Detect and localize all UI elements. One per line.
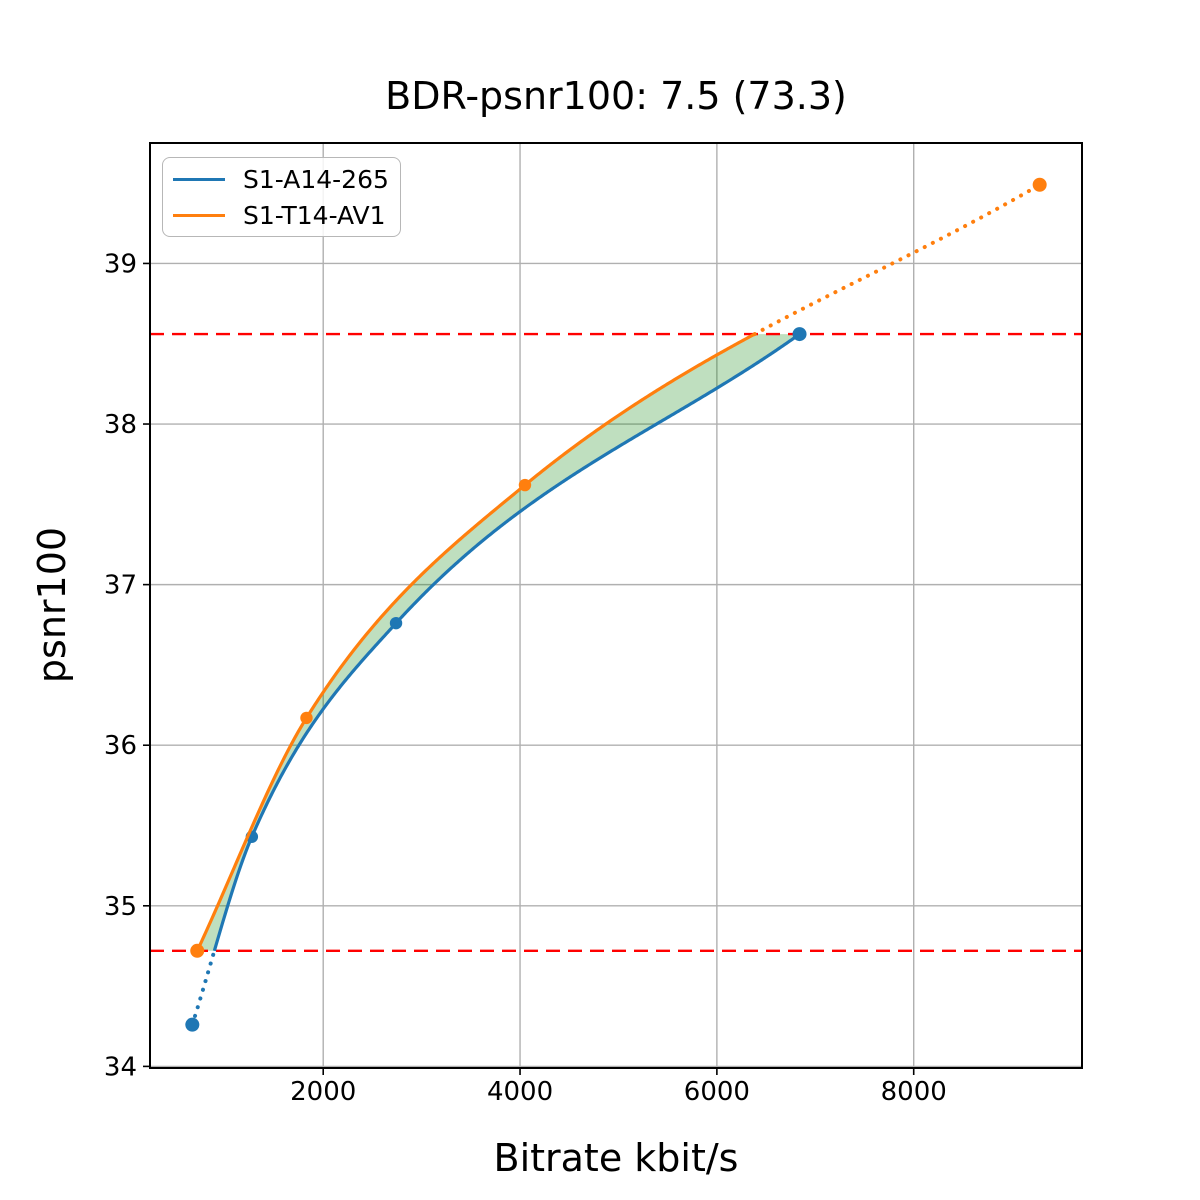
fill-between bbox=[197, 334, 800, 951]
axis-ticks bbox=[143, 262, 915, 1075]
legend-line-sample-orange bbox=[173, 213, 225, 217]
x-tick-label: 8000 bbox=[881, 1077, 947, 1107]
legend-label: S1-T14-AV1 bbox=[243, 200, 386, 230]
x-tick-label: 2000 bbox=[290, 1077, 356, 1107]
data-point bbox=[300, 711, 313, 725]
tick-labels: 2000 4000 6000 8000 34 35 36 37 38 39 bbox=[104, 249, 947, 1107]
data-point bbox=[792, 327, 807, 342]
legend-line-sample-blue bbox=[173, 177, 225, 181]
data-point bbox=[1032, 177, 1047, 192]
y-tick-label: 34 bbox=[104, 1052, 137, 1082]
y-tick-label: 36 bbox=[104, 731, 137, 761]
series-S1-A14-265 bbox=[185, 327, 807, 1032]
legend-item: S1-A14-265 bbox=[173, 162, 390, 196]
x-axis-label: Bitrate kbit/s bbox=[493, 1136, 739, 1180]
red-dashed-lines bbox=[150, 332, 1082, 952]
x-tick-label: 6000 bbox=[684, 1077, 750, 1107]
legend-label: S1-A14-265 bbox=[243, 164, 389, 194]
x-tick-label: 4000 bbox=[487, 1077, 553, 1107]
data-point bbox=[518, 478, 532, 492]
data-point bbox=[389, 616, 403, 630]
plot-frame bbox=[149, 142, 1083, 1069]
legend: S1-A14-265 S1-T14-AV1 bbox=[162, 157, 401, 237]
series-S1-T14-AV1 bbox=[190, 177, 1047, 958]
y-tick-label: 39 bbox=[104, 249, 137, 279]
y-tick-label: 37 bbox=[104, 571, 137, 601]
data-point bbox=[185, 1017, 200, 1032]
data-point bbox=[190, 943, 205, 958]
grid bbox=[150, 143, 1082, 1068]
chart-title: BDR-psnr100: 7.5 (73.3) bbox=[385, 74, 847, 118]
y-tick-label: 38 bbox=[104, 410, 137, 440]
legend-item: S1-T14-AV1 bbox=[173, 198, 390, 232]
y-tick-label: 35 bbox=[104, 892, 137, 922]
